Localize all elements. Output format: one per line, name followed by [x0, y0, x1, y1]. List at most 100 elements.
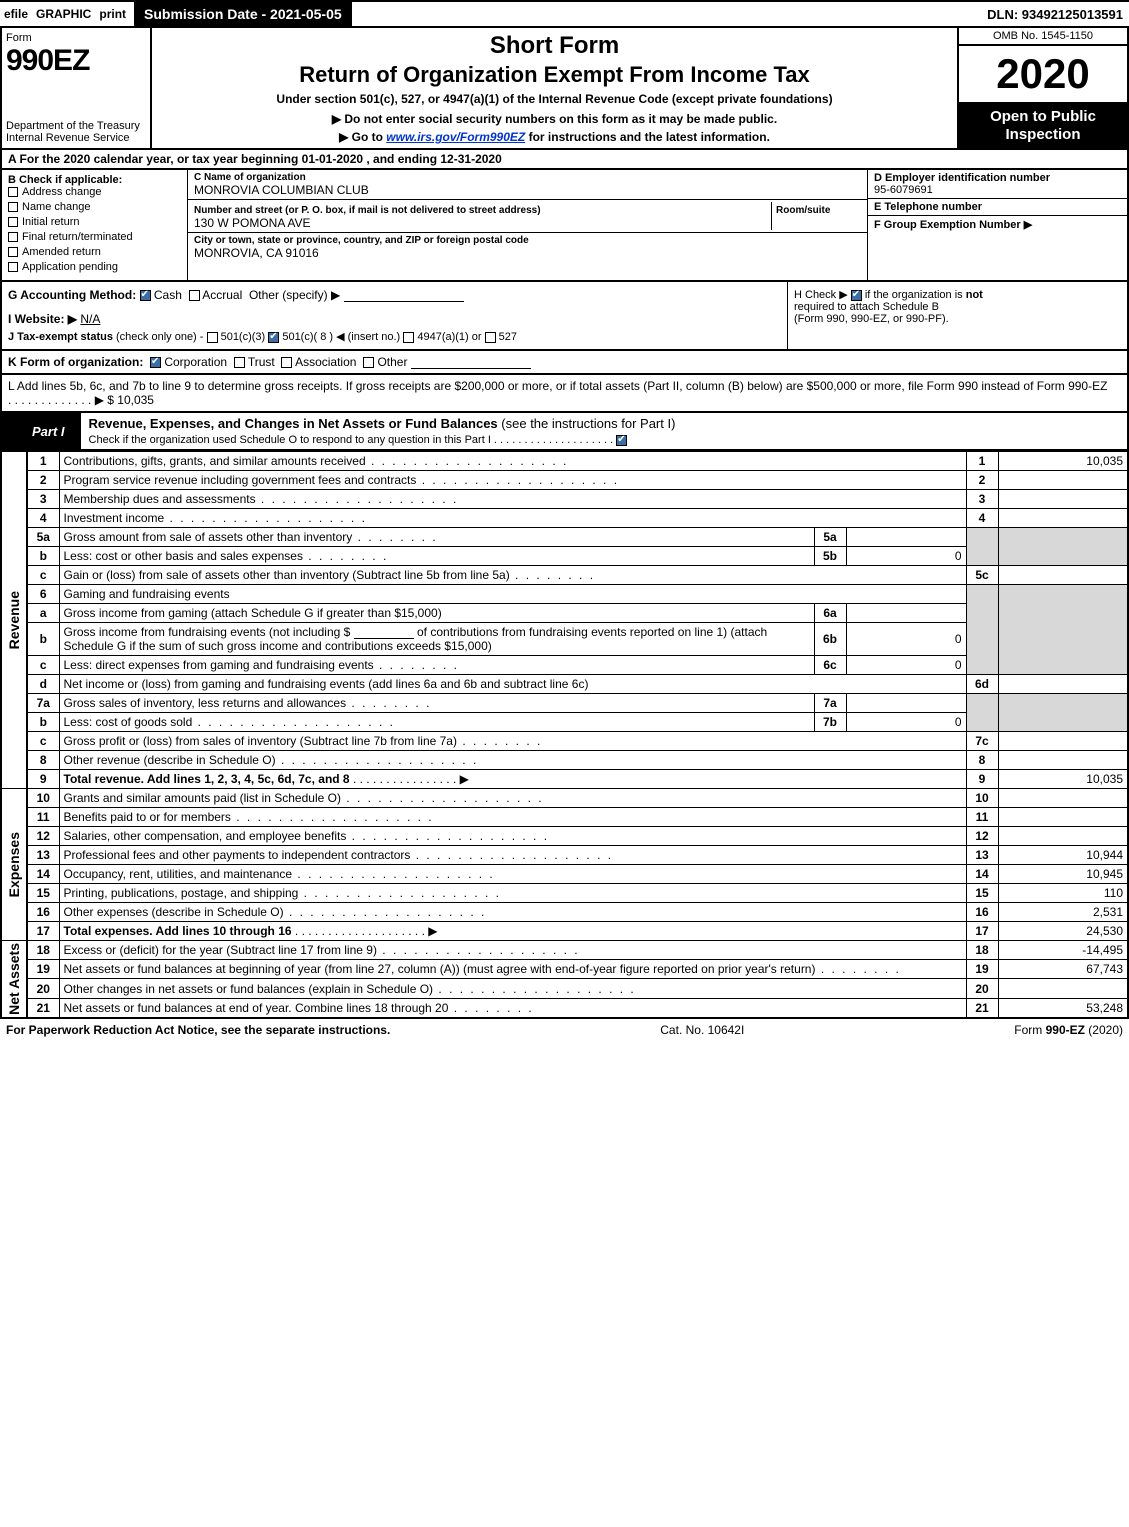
l13-num: 13 [27, 846, 59, 865]
part1-check-text: Check if the organization used Schedule … [89, 434, 491, 446]
l6b-subnum: 6b [814, 623, 846, 656]
box-f: F Group Exemption Number ▶ [868, 216, 1127, 233]
l18-desc: Excess or (deficit) for the year (Subtra… [64, 943, 580, 957]
cb-trust[interactable] [234, 357, 245, 368]
row-gh: G Accounting Method: Cash Accrual Other … [0, 282, 1129, 351]
opt-other: Other (specify) ▶ [249, 288, 340, 302]
graphic-link[interactable]: GRAPHIC [36, 7, 91, 21]
line-12: 12 Salaries, other compensation, and emp… [1, 827, 1128, 846]
under-section: Under section 501(c), 527, or 4947(a)(1)… [160, 92, 949, 106]
line-4: 4 Investment income 4 [1, 509, 1128, 528]
street-value: 130 W POMONA AVE [194, 216, 310, 230]
part1-tab: Part I [2, 413, 81, 449]
org-name: MONROVIA COLUMBIAN CLUB [194, 183, 861, 197]
cb-501c3[interactable] [207, 332, 218, 343]
l6a-subval [846, 604, 966, 623]
l4-num: 4 [27, 509, 59, 528]
other-specify-field[interactable] [344, 288, 464, 302]
netassets-label: Net Assets [6, 943, 22, 1015]
footer-right-pre: Form [1014, 1023, 1045, 1037]
l14-desc: Occupancy, rent, utilities, and maintena… [64, 867, 495, 881]
print-link[interactable]: print [99, 7, 126, 21]
k-other-field[interactable] [411, 355, 531, 369]
i-label: I Website: ▶ [8, 312, 77, 326]
l19-amt: 67,743 [998, 960, 1128, 979]
l18-num: 18 [27, 941, 59, 960]
l4-desc: Investment income [64, 511, 367, 525]
irs-link[interactable]: www.irs.gov/Form990EZ [386, 130, 525, 144]
l9-num: 9 [27, 770, 59, 789]
h-line3: (Form 990, 990-EZ, or 990-PF). [794, 313, 949, 325]
cb-address-change[interactable] [8, 187, 18, 197]
l3-num: 3 [27, 490, 59, 509]
cb-corporation[interactable] [150, 357, 161, 368]
l3-amt [998, 490, 1128, 509]
l5b-num: b [27, 547, 59, 566]
line-18: Net Assets 18 Excess or (deficit) for th… [1, 941, 1128, 960]
l13-rnum: 13 [966, 846, 998, 865]
l6a-num: a [27, 604, 59, 623]
l11-amt [998, 808, 1128, 827]
dln: DLN: 93492125013591 [987, 7, 1129, 22]
opt-k-other: Other [377, 355, 407, 369]
l6b-blank[interactable] [354, 625, 414, 639]
l1-num: 1 [27, 452, 59, 471]
cb-k-other[interactable] [363, 357, 374, 368]
line-6c: c Less: direct expenses from gaming and … [1, 656, 1128, 675]
l14-num: 14 [27, 865, 59, 884]
row-g: G Accounting Method: Cash Accrual Other … [8, 288, 781, 302]
cb-part1-schedule-o[interactable] [616, 435, 627, 446]
identity-block: B Check if applicable: Address change Na… [0, 170, 1129, 282]
cb-4947[interactable] [403, 332, 414, 343]
opt-association: Association [295, 355, 356, 369]
h-post: if the organization is [865, 289, 966, 301]
l8-num: 8 [27, 751, 59, 770]
l7c-desc: Gross profit or (loss) from sales of inv… [64, 734, 543, 748]
cb-accrual[interactable] [189, 290, 200, 301]
l6c-subval: 0 [846, 656, 966, 675]
l15-num: 15 [27, 884, 59, 903]
l-text: L Add lines 5b, 6c, and 7b to line 9 to … [8, 379, 1107, 393]
part1-header: Part I Revenue, Expenses, and Changes in… [0, 413, 1129, 451]
l16-desc: Other expenses (describe in Schedule O) [64, 905, 487, 919]
l21-num: 21 [27, 998, 59, 1018]
cb-final-return[interactable] [8, 232, 18, 242]
opt-4947: 4947(a)(1) or [417, 331, 481, 343]
open-line2: Inspection [1005, 126, 1080, 143]
cb-527[interactable] [485, 332, 496, 343]
part1-table: Revenue 1 Contributions, gifts, grants, … [0, 451, 1129, 1019]
cb-amended-return[interactable] [8, 247, 18, 257]
efile-link[interactable]: efile [4, 7, 28, 21]
cb-application-pending[interactable] [8, 262, 18, 272]
cb-cash[interactable] [140, 290, 151, 301]
l21-rnum: 21 [966, 998, 998, 1018]
line-1: Revenue 1 Contributions, gifts, grants, … [1, 452, 1128, 471]
cb-name-change[interactable] [8, 202, 18, 212]
l6-desc: Gaming and fundraising events [59, 585, 966, 604]
l2-num: 2 [27, 471, 59, 490]
l2-rnum: 2 [966, 471, 998, 490]
l6b-subval: 0 [846, 623, 966, 656]
line-9: 9 Total revenue. Add lines 1, 2, 3, 4, 5… [1, 770, 1128, 789]
l2-amt [998, 471, 1128, 490]
cb-association[interactable] [281, 357, 292, 368]
open-line1: Open to Public [990, 108, 1096, 125]
org-name-label: C Name of organization [194, 172, 861, 183]
l17-arrow: ▶ [428, 924, 437, 938]
l11-num: 11 [27, 808, 59, 827]
l7b-subval: 0 [846, 713, 966, 732]
room-label: Room/suite [776, 205, 830, 216]
l12-num: 12 [27, 827, 59, 846]
row-j: J Tax-exempt status (check only one) - 5… [8, 330, 781, 343]
l6b-desc1: Gross income from fundraising events (no… [64, 625, 351, 639]
l13-desc: Professional fees and other payments to … [64, 848, 614, 862]
footer-left: For Paperwork Reduction Act Notice, see … [6, 1023, 390, 1037]
line-7a: 7a Gross sales of inventory, less return… [1, 694, 1128, 713]
line-11: 11 Benefits paid to or for members 11 [1, 808, 1128, 827]
omb-number: OMB No. 1545-1150 [959, 28, 1127, 46]
ein-label: D Employer identification number [874, 172, 1050, 184]
cb-h[interactable] [851, 290, 862, 301]
cb-501c[interactable] [268, 332, 279, 343]
dept-treasury: Department of the Treasury [6, 120, 146, 132]
cb-initial-return[interactable] [8, 217, 18, 227]
